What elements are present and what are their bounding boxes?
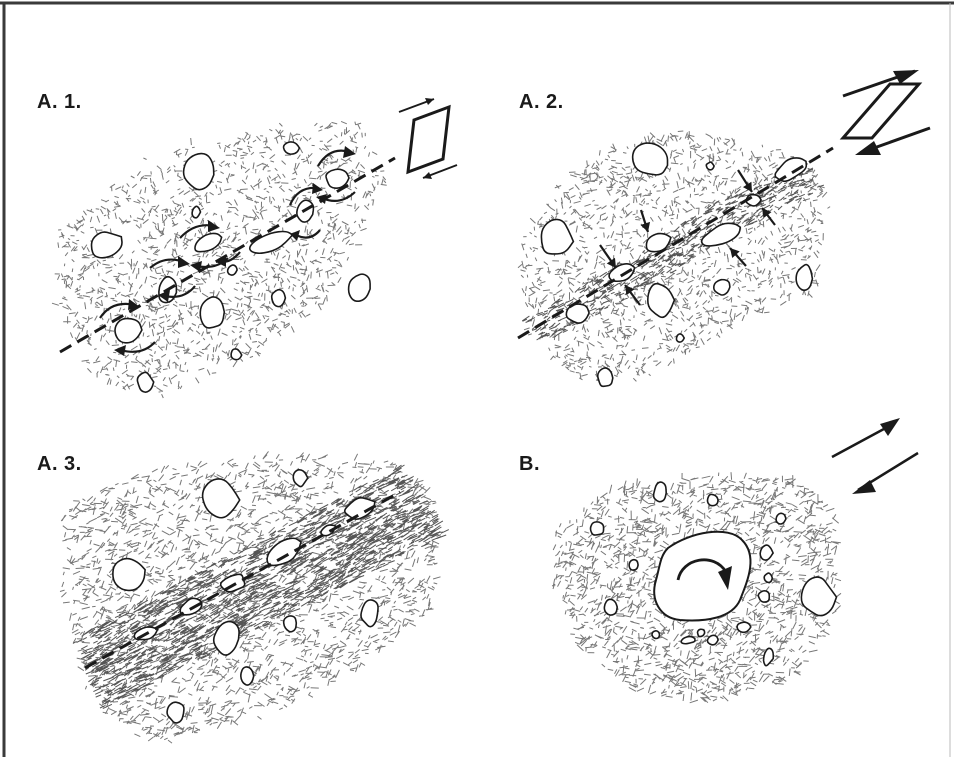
- clast: [737, 622, 751, 632]
- clast: [758, 591, 769, 602]
- clast: [676, 334, 684, 342]
- clast: [284, 616, 297, 632]
- clast: [598, 368, 613, 386]
- clast: [241, 667, 254, 685]
- panel-label-a1: A. 1.: [37, 91, 82, 114]
- clast: [604, 599, 617, 615]
- clast: [776, 513, 786, 524]
- clast: [541, 219, 573, 254]
- compression-arrowhead: [625, 285, 634, 295]
- rotation-arrowhead: [343, 146, 356, 158]
- shear-sense-arrows-icon: [843, 70, 930, 155]
- panel-label-a2: A. 2.: [519, 91, 564, 114]
- clast: [698, 629, 705, 636]
- panel-label-b: B.: [519, 453, 540, 476]
- clast: [137, 372, 153, 392]
- rotation-arrowhead: [178, 256, 190, 268]
- panel-label-a3: A. 3.: [37, 453, 82, 476]
- clast: [681, 637, 695, 644]
- clast: [633, 143, 668, 175]
- clast: [167, 702, 184, 723]
- clast: [764, 573, 772, 582]
- clast: [349, 274, 371, 301]
- clast: [113, 559, 145, 591]
- clast: [707, 494, 718, 505]
- shear-box-icon: [399, 98, 457, 179]
- clast: [702, 223, 741, 246]
- clast: [192, 206, 200, 217]
- clast: [361, 600, 378, 627]
- clast: [184, 154, 214, 190]
- rotation-arrowhead: [208, 220, 220, 232]
- clast: [760, 545, 773, 560]
- clast: [714, 280, 730, 295]
- clast: [764, 648, 774, 665]
- clast: [590, 522, 603, 535]
- clast: [646, 234, 670, 252]
- clast: [654, 482, 667, 502]
- clast: [231, 349, 242, 360]
- compression-arrowhead: [762, 208, 771, 218]
- clast: [115, 319, 142, 343]
- compression-arrowhead: [607, 258, 616, 268]
- clast: [707, 635, 718, 645]
- clast: [284, 142, 300, 154]
- clast: [228, 265, 238, 275]
- clast: [775, 158, 806, 181]
- clast: [629, 560, 638, 570]
- b-shear-sense-arrows: [832, 418, 918, 494]
- clast: [203, 479, 240, 518]
- clast: [706, 162, 714, 170]
- clast: [652, 631, 659, 639]
- clast: [272, 290, 286, 307]
- clast: [200, 297, 224, 328]
- clast: [92, 232, 122, 258]
- clast: [796, 265, 812, 291]
